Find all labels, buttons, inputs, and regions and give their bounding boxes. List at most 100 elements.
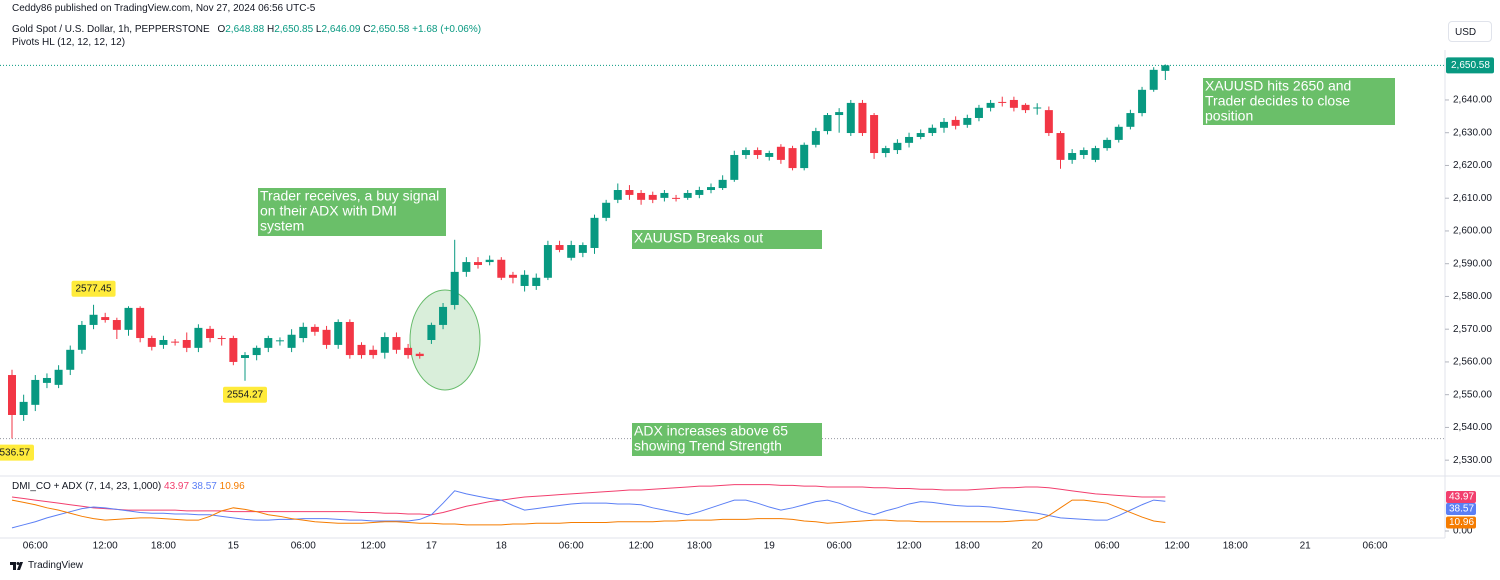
- candle-body: [77, 324, 86, 350]
- candle-body: [357, 344, 366, 356]
- annotation-text: system: [260, 218, 304, 234]
- candle-body: [485, 259, 494, 263]
- candle-body: [217, 338, 226, 340]
- last-price-tag: [1446, 57, 1494, 74]
- candle-body: [625, 190, 634, 195]
- candle-body: [19, 401, 28, 415]
- candle-body: [241, 355, 249, 359]
- candle-body: [1044, 110, 1053, 134]
- candle-body: [683, 192, 692, 198]
- x-tick-label: 18:00: [151, 541, 176, 552]
- candle-body: [182, 339, 191, 348]
- candle-body: [229, 338, 238, 362]
- y-tick-label: 2,610.00: [1453, 193, 1492, 204]
- candle-body: [1021, 104, 1030, 111]
- candle-body: [287, 334, 296, 348]
- candle-body: [695, 190, 704, 195]
- annotation-text: Trader receives, a buy signal: [260, 188, 439, 204]
- candle-body: [928, 127, 937, 134]
- candle-body: [264, 338, 273, 348]
- candle-body: [532, 277, 541, 286]
- y-tick-label: 2,580.00: [1453, 291, 1492, 302]
- pivot-label: 2536.57: [0, 447, 31, 458]
- x-tick-label: 18: [496, 541, 508, 552]
- annotation-text: XAUUSD Breaks out: [634, 230, 763, 246]
- candle-body: [881, 148, 890, 154]
- x-tick-label: 12:00: [1164, 541, 1189, 552]
- candle-body: [1149, 69, 1158, 90]
- annotation-box: [632, 230, 822, 249]
- y-tick-label: 2,540.00: [1453, 422, 1492, 433]
- y-tick-label: 2,560.00: [1453, 357, 1492, 368]
- brand-logo: [10, 561, 23, 570]
- candle-body: [811, 131, 820, 145]
- annotation-text: Trader decides to close: [1205, 93, 1350, 109]
- candle-body: [543, 245, 552, 278]
- candle-body: [613, 190, 622, 200]
- candle-body: [730, 154, 739, 180]
- candle-body: [846, 102, 855, 134]
- value-tag-label: 38.57: [1449, 504, 1474, 515]
- legend-item: 10.96: [220, 481, 245, 492]
- candle-body: [1033, 107, 1042, 109]
- candle-body: [567, 245, 576, 258]
- last-price-label: 2,650.58: [1451, 60, 1490, 71]
- candle-body: [1138, 89, 1147, 114]
- pivot-label: 2554.27: [227, 389, 264, 400]
- x-tick-label: 06:00: [291, 541, 316, 552]
- candle-body: [800, 144, 809, 169]
- y-tick-label: 2,640.00: [1453, 95, 1492, 106]
- value-tag-label: 10.96: [1449, 517, 1474, 528]
- candle-body: [136, 307, 145, 339]
- currency-button[interactable]: USD: [1448, 21, 1492, 42]
- x-tick-label: 15: [228, 541, 240, 552]
- candle-body: [578, 245, 587, 253]
- legend-item: 43.97: [164, 481, 189, 492]
- candle-body: [963, 117, 972, 125]
- candle-body: [497, 259, 506, 278]
- x-tick-label: 19: [764, 541, 776, 552]
- candle-body: [1126, 113, 1135, 127]
- candle-body: [345, 321, 354, 356]
- annotation-box: [1203, 78, 1395, 125]
- candle-body: [252, 347, 261, 356]
- value-tag: [1446, 516, 1476, 529]
- candle-body: [508, 274, 517, 278]
- x-tick-label: 18:00: [687, 541, 712, 552]
- candle-body: [1091, 148, 1100, 160]
- x-tick-label: 21: [1300, 541, 1312, 552]
- y-tick-label: 2,570.00: [1453, 324, 1492, 335]
- candle-body: [427, 324, 436, 340]
- indicator-legend: DMI_CO + ADX (7, 14, 23, 1,000) 43.97 38…: [12, 481, 245, 492]
- y-tick-label: 2,530.00: [1453, 455, 1492, 466]
- value-tag-label: 43.97: [1449, 492, 1474, 503]
- candle-body: [31, 379, 40, 405]
- candle-body: [1068, 153, 1077, 160]
- candle-body: [660, 192, 669, 198]
- ohlc-value: 2,648.88: [225, 24, 265, 35]
- symbol: Gold Spot / U.S. Dollar, 1h, PEPPERSTONE: [12, 24, 210, 35]
- brand-name: TradingView: [28, 560, 84, 571]
- candle-body: [974, 107, 983, 118]
- y-tick-label: 2,590.00: [1453, 258, 1492, 269]
- annotation-box: [258, 188, 446, 236]
- ohlc-value: 2,646.09: [321, 24, 361, 35]
- candle-body: [637, 192, 646, 200]
- legend-item: DMI_CO + ADX (7, 14, 23, 1,000): [12, 481, 161, 492]
- candle-body: [171, 341, 180, 343]
- candle-body: [1079, 150, 1088, 155]
- candle-body: [555, 245, 564, 250]
- value-tag: [1446, 491, 1476, 504]
- brand: TradingView: [10, 560, 83, 571]
- chart: 2,530.00 2,540.00 2,550.00 2,560.00 2,570.00…: [0, 50, 1500, 552]
- candle-body: [788, 148, 797, 169]
- candle-body: [194, 327, 203, 348]
- candle-body: [369, 349, 378, 356]
- candle-body: [1056, 133, 1065, 160]
- candle-body: [602, 202, 611, 218]
- annotation-box: [632, 423, 822, 456]
- candle-body: [835, 112, 844, 116]
- candle-body: [474, 262, 482, 266]
- pivot-label-box: [223, 386, 267, 403]
- candle-body: [648, 194, 657, 200]
